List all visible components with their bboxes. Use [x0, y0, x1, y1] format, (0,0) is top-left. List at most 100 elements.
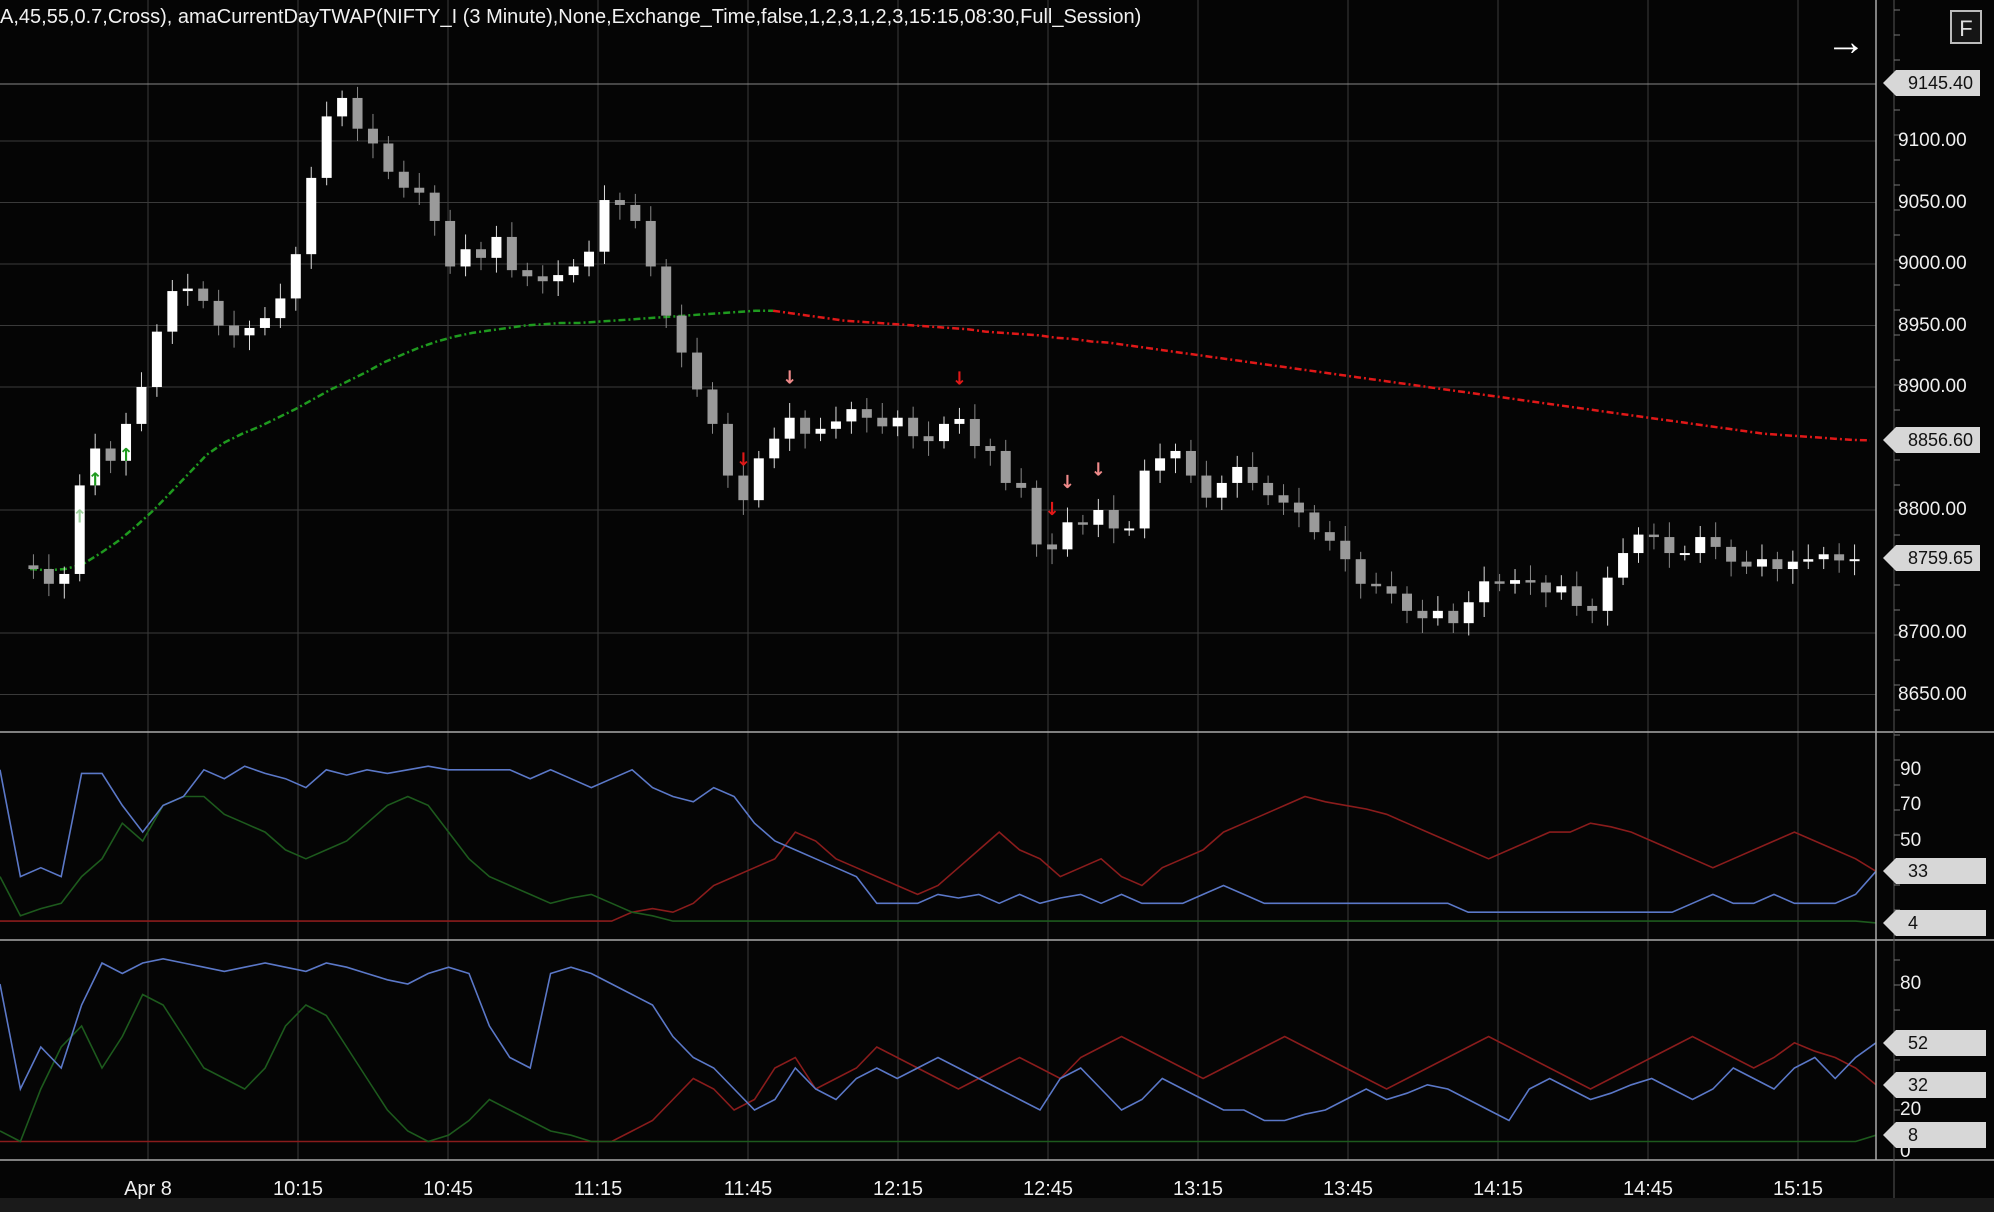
- twap-line-down: [772, 309, 1871, 442]
- candle-body: [121, 423, 132, 461]
- osc2-red-line: [0, 1035, 1877, 1143]
- signal-down-arrow-weak: ↓: [1091, 460, 1106, 481]
- candlesticks: [28, 86, 1860, 636]
- candle-body: [306, 177, 317, 255]
- arrow-right-icon[interactable]: →: [1826, 20, 1866, 64]
- f-toggle-button[interactable]: F: [1950, 10, 1982, 44]
- candle-body: [1216, 482, 1227, 498]
- candle-body: [599, 200, 610, 252]
- osc2-axis-label: 20: [1900, 1099, 1922, 1120]
- candle-body: [800, 417, 811, 434]
- price-axis-label: 8950.00: [1898, 314, 1967, 336]
- osc1-axis-label: 70: [1900, 794, 1922, 816]
- time-axis-label: 11:15: [573, 1178, 623, 1200]
- price-high-tag: 9145.40: [1883, 70, 1980, 96]
- candle-body: [1139, 470, 1150, 529]
- indicator-parameters-text: A,45,55,0.7,Cross), amaCurrentDayTWAP(NI…: [0, 6, 1142, 28]
- signal-down-arrow-weak: ↓: [782, 367, 797, 388]
- candle-body: [259, 318, 270, 328]
- candle-body: [182, 288, 193, 292]
- candle-body: [352, 97, 363, 129]
- grid-lines: [0, 0, 1876, 1160]
- signal-down-arrow: ↓: [1044, 499, 1059, 520]
- candle-body: [476, 249, 486, 258]
- candle-body: [1540, 582, 1551, 593]
- price-axis-label: 8800.00: [1898, 499, 1967, 520]
- candle-body: [151, 331, 162, 387]
- candle-body: [337, 97, 348, 117]
- candle-body: [568, 266, 579, 276]
- candle-body: [198, 288, 209, 301]
- price-axis-label: 8650.00: [1898, 683, 1967, 705]
- candle-body: [614, 200, 625, 205]
- candle-body: [707, 389, 718, 424]
- candle-body: [1834, 554, 1845, 561]
- signal-down-arrow: ↓: [952, 369, 967, 390]
- candle-body: [1726, 546, 1737, 562]
- candle-body: [861, 409, 872, 418]
- candle-body: [1618, 553, 1629, 578]
- candle-body: [877, 417, 888, 427]
- time-axis-label: 14:15: [1472, 1178, 1524, 1200]
- candle-body: [213, 300, 224, 326]
- candle-body: [445, 220, 456, 267]
- candle-body: [1664, 537, 1675, 554]
- candle-body: [1093, 510, 1104, 525]
- candle-body: [460, 249, 471, 267]
- candle-body: [1587, 605, 1598, 611]
- time-axis-label: Apr 8: [124, 1178, 172, 1200]
- time-axis-label: 12:15: [872, 1178, 924, 1200]
- candle-body: [1000, 450, 1011, 483]
- candle-body: [1062, 522, 1073, 550]
- time-axis-label: 13:15: [1172, 1178, 1224, 1200]
- time-axis-label: 15:15: [1772, 1178, 1824, 1200]
- candle-body: [1201, 475, 1212, 498]
- candle-body: [59, 573, 70, 584]
- time-axis-label: 13:45: [1322, 1178, 1374, 1200]
- twap-line-up: [29, 309, 774, 572]
- candle-body: [954, 418, 965, 424]
- signal-arrows: ↑↑↑ ↓↓↓↓↓↓: [72, 367, 1106, 527]
- candle-body: [1679, 553, 1690, 556]
- signal-up-arrow: ↑: [88, 469, 103, 490]
- time-axis-label: 11:45: [723, 1178, 773, 1200]
- candle-body: [784, 417, 795, 439]
- osc2-axis-label: 80: [1900, 973, 1922, 994]
- candle-body: [769, 438, 780, 459]
- candle-body: [985, 446, 996, 451]
- candle-body: [1263, 482, 1274, 496]
- candle-body: [1185, 450, 1196, 476]
- candle-body: [1108, 510, 1119, 529]
- osc2-axis-label: 0: [1900, 1141, 1911, 1162]
- osc2-value-tag: 52: [1883, 1029, 1986, 1056]
- candle-body: [1463, 602, 1474, 624]
- candle-body: [290, 254, 301, 299]
- candle-body: [229, 325, 240, 336]
- candle-body: [1772, 559, 1783, 570]
- candle-body: [1633, 534, 1644, 554]
- time-axis-label: 10:15: [272, 1178, 324, 1200]
- candle-body: [846, 409, 857, 422]
- candle-body: [321, 116, 332, 178]
- candle-body: [398, 171, 409, 188]
- candle-body: [136, 387, 147, 424]
- candle-body: [43, 569, 54, 584]
- candle-body: [738, 475, 749, 501]
- price-axis-label: 8900.00: [1898, 376, 1967, 397]
- candle-body: [1371, 583, 1382, 587]
- candle-body: [692, 352, 703, 390]
- candle-body: [676, 315, 687, 353]
- candle-body: [491, 236, 502, 258]
- twap-line: [29, 309, 1871, 572]
- candle-body: [1525, 580, 1536, 583]
- candle-body: [1602, 577, 1613, 611]
- candle-body: [892, 417, 903, 427]
- candle-body: [1432, 610, 1443, 619]
- candle-body: [1756, 559, 1767, 567]
- candle-body: [1155, 458, 1166, 471]
- candle-body: [1340, 540, 1351, 560]
- signal-down-arrow-weak: ↓: [1060, 472, 1075, 493]
- osc1-value-tag: 4: [1883, 909, 1986, 936]
